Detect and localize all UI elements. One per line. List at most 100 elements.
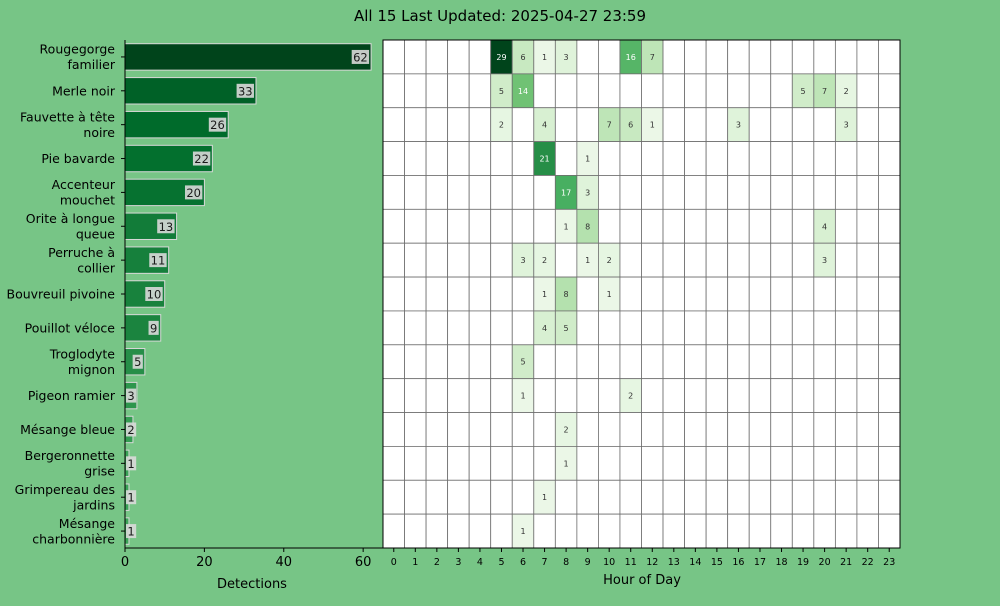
heatmap-cell-value: 1 [650,121,655,130]
heatmap-cell [770,73,793,109]
heatmap-cell [727,344,750,380]
heatmap-cell [791,107,815,142]
category-label: Pouillot véloce [25,320,116,335]
hour-tick-label: 7 [542,557,548,568]
heatmap-cell [834,175,858,210]
heatmap-cell [598,141,621,176]
heatmap-cell [382,378,405,413]
heatmap-cell [856,208,879,244]
heatmap-cell [468,445,492,481]
heatmap-cell [641,208,664,244]
heatmap-cell [447,208,470,244]
heatmap-cell [791,412,815,447]
heatmap-cell [598,445,621,481]
heatmap-cell [770,276,793,312]
heatmap-cell [554,378,578,413]
heatmap-cell [727,39,750,75]
heatmap-cell [425,276,449,312]
heatmap-cell [404,73,427,109]
hour-tick-label: 13 [668,557,680,568]
bar-value-label: 26 [210,118,225,132]
heatmap-cell [554,107,578,142]
heatmap-cell [770,39,793,75]
heatmap-cell [598,378,621,413]
heatmap-cell [468,73,492,109]
category-label-line: Grimpereau des [15,482,115,497]
heatmap-cell [791,445,815,481]
heatmap-cell [490,378,513,413]
heatmap-cell [813,378,836,413]
heatmap-cell [576,513,599,549]
heatmap-cell [404,378,427,413]
heatmap-cell [382,107,405,142]
heatmap-cell-value: 17 [561,188,571,197]
x-tick-label: 40 [275,555,292,570]
heatmap-cell [834,445,858,481]
heatmap-cell-value: 4 [822,222,827,231]
heatmap-cell [404,39,427,75]
bar [124,43,372,71]
heatmap-cell [748,242,772,278]
bar-group: 20 [124,178,205,207]
heatmap-cell [791,39,815,75]
bar-group: 9 [124,314,162,342]
heatmap-cell [662,73,685,109]
heatmap-cell [662,107,685,142]
bar-value-box [126,490,137,505]
category-label-line: Bergeronnette [25,448,116,463]
hour-tick-label: 12 [646,557,658,568]
heatmap-cell [878,513,901,549]
bar-value-box [126,388,137,403]
heatmap-cell [404,175,427,210]
bar-value-box [157,219,175,234]
x-tick-label: 20 [196,555,213,570]
heatmap-cell [684,412,707,447]
heatmap-cell [619,344,642,380]
heatmap-cell [813,141,836,176]
heatmap-cell [791,141,815,176]
heatmap-cell [878,208,901,244]
bar-value-label: 10 [147,288,162,302]
heatmap-cell [662,141,685,176]
heatmap-cell [834,344,858,380]
category-label-line: familier [68,57,116,72]
heatmap-cell [705,242,729,278]
heatmap-cell [468,479,492,515]
heatmap-cell [856,378,879,413]
category-label-line: queue [76,227,115,242]
heatmap-cell [662,310,685,346]
hour-tick-label: 14 [689,557,701,568]
heatmap-cell [425,208,449,244]
heatmap-cell [770,208,793,244]
hour-tick-label: 5 [498,557,504,568]
heatmap-cell [382,141,405,176]
category-label-line: jardins [72,497,115,512]
heatmap-cell [425,73,449,109]
bar-value-box [132,354,143,369]
heatmap-cell [791,479,815,515]
heatmap-cell [641,175,664,210]
heatmap-cell [878,344,901,380]
heatmap-cell-value: 1 [520,392,525,401]
hour-tick-label: 20 [819,557,831,568]
heatmap-cell-value: 3 [585,188,590,197]
heatmap-cell [856,310,879,346]
bar [124,212,178,240]
heatmap-cell [856,242,879,278]
heatmap-cell [705,73,729,109]
heatmap-cell [705,513,729,549]
bar-value-label: 33 [238,84,253,98]
bar-group: 26 [124,110,229,139]
heatmap-cell-value: 1 [564,222,569,231]
heatmap-cell [533,378,556,413]
heatmap-cell [576,310,599,346]
heatmap-cell [856,39,879,75]
heatmap-cell [705,412,729,447]
heatmap-cell [468,242,492,278]
heatmap-cell [791,242,815,278]
bar-chart: 62 Rougegorge familier 33 Merle noir 26 Fauvet… [7,40,383,592]
bar-value-box [126,456,137,471]
heatmap-cell [727,141,750,176]
heatmap-cell [684,39,707,75]
heatmap-cell [834,513,858,549]
